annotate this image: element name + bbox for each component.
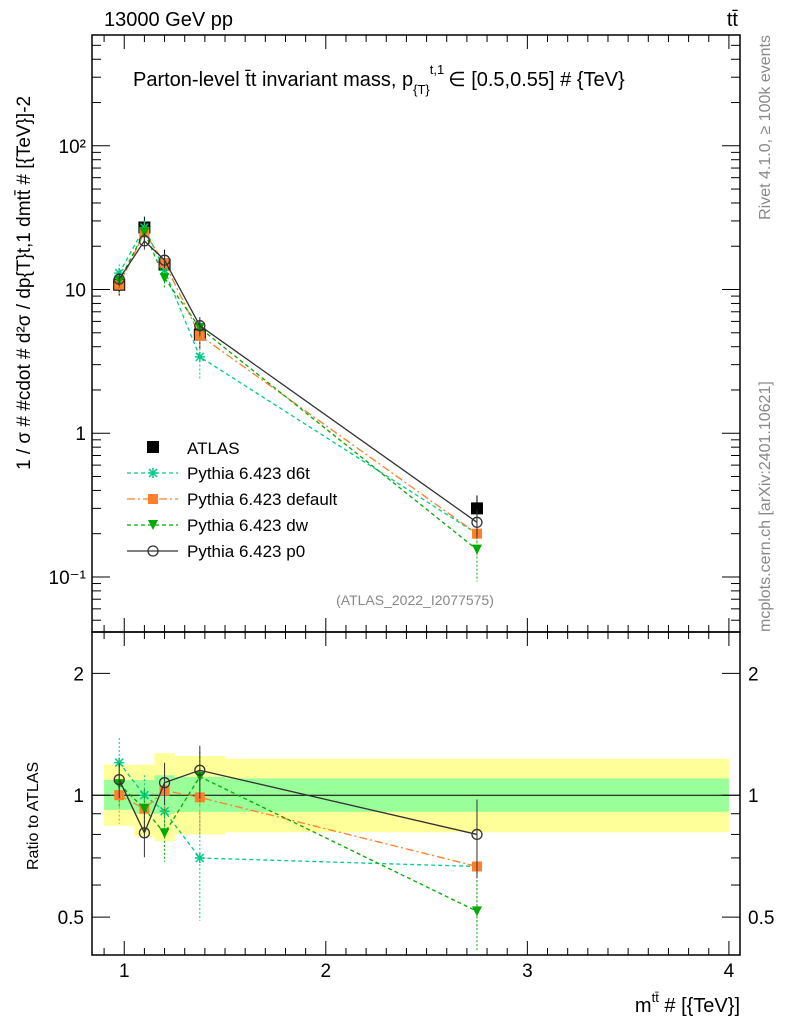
y-tick-label: 10² [59,137,86,158]
ratio-frame [91,631,741,956]
axes: 1 2 3 4 10⁻¹ 1 10 10² 0.5 0.5 1 1 2 2 [49,34,774,982]
series-dw-point [139,227,150,238]
legend-label: ATLAS [187,439,240,458]
series-dw-ratio-point [471,906,482,917]
series-d6t-line [118,226,478,535]
series-p0-ratio-point [471,828,483,841]
series-d6t-ratio-point [139,790,150,801]
ratio-tick-label: 2 [73,664,84,685]
header-right: tt̄ [727,9,739,31]
series-p0-point [471,516,483,528]
series-d6t-ratio-point [194,853,205,864]
ratio-tick-label-right: 2 [748,664,759,685]
data-point [470,502,483,515]
legend-marker [148,494,158,504]
title-sup: t,1 [430,62,444,77]
series-p0-ratio-point [158,777,171,789]
x-tick-label: 1 [119,961,130,982]
side-label-bottom: mcplots.cern.ch [arXiv:2401.10621] [757,381,774,632]
series-p0-point [113,273,125,285]
chart-title: Parton-level t̄t invariant mass, p{T}t,1… [133,62,625,97]
legend-label: Pythia 6.423 default [187,490,338,509]
title-sub: {T} [413,82,430,97]
series-default-line [118,231,478,535]
side-label-top: Rivet 4.1.0, ≥ 100k events [757,35,774,220]
marks [113,216,483,952]
xlabel-c: # [{TeV}] [659,995,740,1017]
series-d6t-point [194,351,205,362]
legend: ATLAS Pythia 6.423 d6t Pythia 6.423 defaul… [127,439,338,561]
xlabel-a: m [635,995,652,1017]
legend-marker [148,520,158,530]
legend-marker [147,545,159,557]
series-p0-point [158,254,171,266]
series-dw-ratio-point [159,828,170,839]
y-tick-label: 10⁻¹ [49,568,87,589]
x-tick-label: 3 [522,961,533,982]
series-p0-point [194,320,206,332]
series-d6t-point [114,268,125,279]
legend-atlas-marker [147,441,159,453]
series-dw-point [159,273,170,284]
x-tick-label: 2 [321,961,332,982]
y-axis-label: 1 / σ # #cdot # d²σ / dp{T}t,1 dmtt̄ # [… [14,96,35,470]
series-p0-ratio-point [194,764,206,776]
x-axis-label: mtt̄ # [{TeV}] [635,990,740,1017]
ratio-tick-label: 0.5 [58,908,84,929]
series-dw-ratio-point [139,803,150,814]
legend-marker [148,468,158,478]
series-dw-line [118,230,478,551]
x-tick-label: 4 [724,961,735,982]
legend-label: Pythia 6.423 d6t [187,464,310,483]
series-d6t-ratio-point [114,757,125,768]
title-main: Parton-level t̄t invariant mass, p [133,69,413,91]
legend-label: Pythia 6.423 p0 [187,542,305,561]
ratio-y-label: Ratio to ATLAS [25,762,42,870]
series-p0-ratio-point [138,827,151,839]
xlabel-b: tt̄ [652,990,660,1005]
header-left: 13000 GeV pp [104,9,233,31]
y-tick-label: 1 [75,424,86,445]
title-tail: ∈ [0.5,0.55] # {TeV} [448,69,625,91]
y-tick-label: 10 [65,281,86,302]
ratio-tick-label-right: 0.5 [748,908,774,929]
ratio-tick-label: 1 [73,786,84,807]
analysis-tag: (ATLAS_2022_I2077575) [336,592,494,608]
ratio-tick-label-right: 1 [748,786,759,807]
series-p0-ratio-point [113,773,125,786]
series-p0-point [138,235,151,247]
series-dw-point [471,544,482,555]
legend-label: Pythia 6.423 dw [187,516,309,535]
